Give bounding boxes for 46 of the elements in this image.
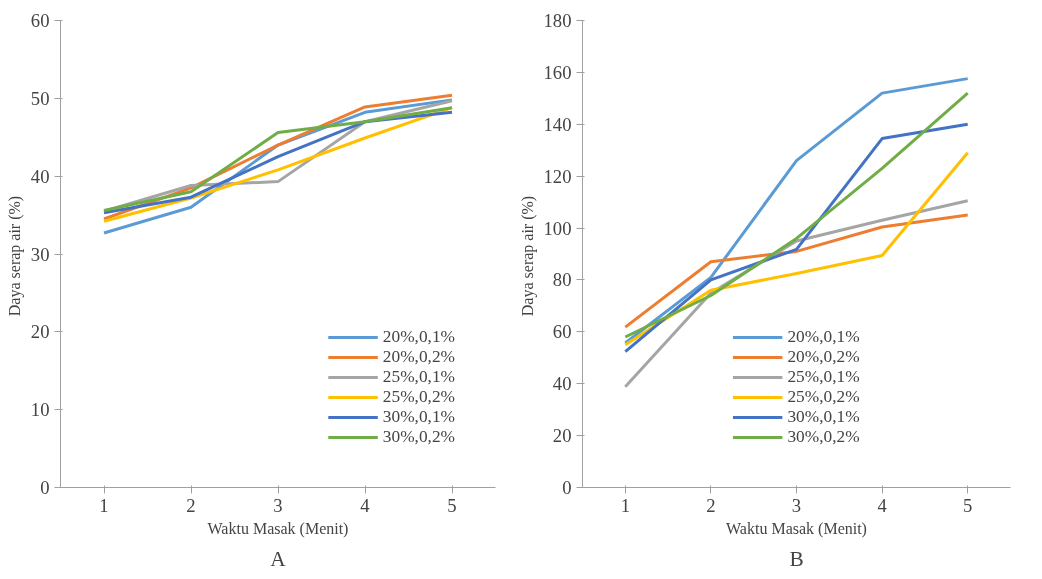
legend-label: 20%,0,1% [382,327,455,347]
y-tick-label: 100 [543,217,572,239]
y-tick-label: 60 [30,10,50,31]
legend-label: 20%,0,1% [787,327,860,347]
x-tick-label: 4 [877,494,888,516]
x-tick-label: 2 [706,494,716,516]
x-tick-label: 3 [273,494,283,516]
y-tick-label: 40 [30,165,50,187]
x-tick-label: 1 [99,494,109,516]
x-axis-title: Waktu Masak (Menit) [726,519,867,538]
y-tick-label: 20 [552,425,572,447]
legend-label: 25%,0,1% [787,367,860,387]
legend-label: 30%,0,2% [382,427,455,447]
y-tick-label: 60 [552,321,572,343]
y-tick-label: 120 [543,165,572,187]
legend-label: 30%,0,1% [382,407,455,427]
y-tick-label: 20 [30,321,50,343]
x-tick-label: 3 [791,494,802,516]
y-axis-title: Daya serap air (%) [518,195,537,317]
legend-label: 25%,0,2% [787,387,860,407]
y-tick-label: 80 [552,269,572,291]
legend-label: 20%,0,2% [382,347,455,367]
y-tick-label: 140 [543,113,572,135]
y-axis-title: Daya serap air (%) [5,195,24,317]
y-tick-label: 180 [543,10,572,31]
x-tick-label: 5 [963,494,973,516]
legend-label: 30%,0,2% [787,427,860,447]
text: B [789,546,804,571]
y-tick-label: 50 [30,87,50,109]
x-tick-label: 1 [620,494,630,516]
x-axis-title: Waktu Masak (Menit) [207,519,349,538]
y-tick-label: 40 [552,373,572,395]
legend-label: 30%,0,1% [787,407,860,427]
x-tick-label: 2 [186,494,196,516]
y-tick-label: 0 [40,477,50,498]
line-series [623,213,970,329]
y-tick-label: 10 [30,399,50,421]
x-tick-label: 5 [447,494,457,516]
y-tick-label: 160 [543,61,572,83]
y-tick-label: 30 [30,243,50,265]
x-tick-label: 4 [360,494,371,516]
legend-label: 25%,0,1% [382,367,455,387]
y-tick-label: 0 [562,477,572,498]
legend-label: 20%,0,2% [787,347,860,367]
legend-label: 25%,0,2% [382,387,455,407]
text: A [270,546,287,571]
